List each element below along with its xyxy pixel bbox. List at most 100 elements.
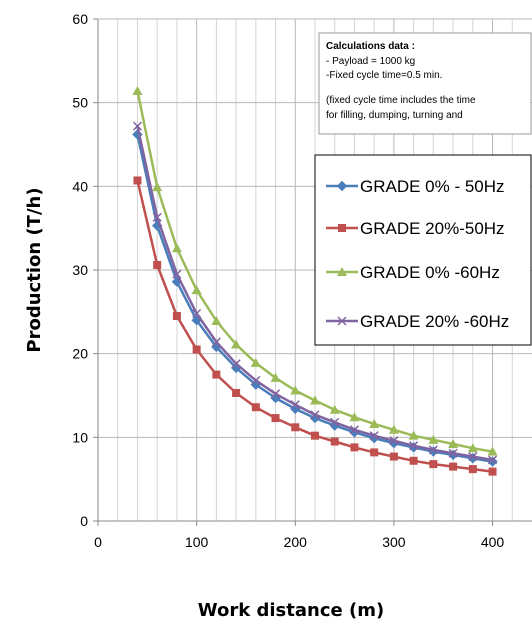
legend-item: GRADE 20%-50Hz [326,219,505,238]
square-marker [251,403,260,412]
notes-title: Calculations data : [326,41,415,52]
x-marker-stroke [330,417,340,427]
x-marker [337,316,347,326]
square-marker [172,312,181,321]
axes [93,18,532,526]
triangle-marker [349,412,360,422]
triangle-marker [337,267,347,276]
x-marker-stroke [488,455,498,465]
y-tick-label: 20 [72,346,88,362]
triangle-marker [310,395,320,405]
x-marker-stroke [211,337,221,347]
triangle-marker [270,372,281,382]
x-marker [330,417,340,427]
triangle-marker [487,446,498,456]
square-marker [192,345,201,354]
triangle-marker [290,385,301,395]
triangle-marker [211,316,222,326]
y-tick-label: 0 [80,513,88,529]
square-marker [338,224,346,232]
legend-item: GRADE 0% - 50Hz [326,177,505,196]
series-square [133,176,497,476]
legend-label: GRADE 0% -60Hz [360,263,500,282]
y-tick-label: 30 [72,262,88,278]
square-marker [449,462,458,471]
legend-item: GRADE 20% -60Hz [326,312,509,331]
x-tick-label: 0 [94,534,102,550]
square-marker [311,431,319,440]
x-marker [172,269,182,279]
x-marker [448,448,458,458]
y-tick-label: 50 [72,95,88,111]
triangle-marker [408,430,419,440]
square-marker [409,456,418,465]
square-marker [212,370,221,379]
x-marker-stroke [251,375,261,385]
x-marker [211,337,221,347]
legend: GRADE 0% - 50Hz GRADE 20%-50Hz GRADE 0% -6… [314,154,532,346]
notes-line: -Fixed cycle time=0.5 min. [326,70,442,81]
calculation-notes-box: Calculations data : - Payload = 1000 kg … [318,32,532,135]
square-marker [330,437,339,446]
tick-labels: 0 10 20 30 40 50 60 0 100 200 300 400 [72,11,504,550]
triangle-marker [231,339,242,349]
square-marker [133,176,142,185]
x-marker [152,212,162,222]
square-marker [370,448,379,457]
x-marker [369,431,379,441]
x-axis-title: Work distance (m) [198,600,384,621]
triangle-marker [329,404,340,414]
x-marker-stroke [231,359,241,369]
x-marker [192,308,202,319]
x-tick-label: 300 [382,534,406,550]
x-marker [290,400,300,410]
triangle-marker [191,285,202,295]
x-marker-stroke [310,410,320,420]
x-marker-stroke [290,400,300,410]
legend-label: GRADE 20% -60Hz [360,312,509,331]
square-marker [389,452,398,461]
y-tick-label: 40 [72,178,88,194]
x-tick-label: 200 [284,534,308,550]
x-marker [349,425,359,435]
x-marker [389,436,399,446]
legend-label: GRADE 0% - 50Hz [360,177,505,196]
triangle-marker [250,357,261,367]
x-marker-stroke [448,448,458,458]
triangle-marker [152,182,163,192]
square-marker [271,414,280,423]
square-marker [468,465,477,474]
triangle-marker [369,418,380,428]
series-lines [132,85,498,476]
x-marker [251,375,261,385]
square-marker [291,423,300,432]
x-marker [468,452,478,462]
x-marker-stroke [409,441,419,451]
y-axis-title: Production (T/h) [24,187,45,352]
x-marker-stroke [152,212,162,222]
square-marker [488,467,497,476]
legend-label: GRADE 20%-50Hz [360,219,505,238]
notes-line: - Payload = 1000 kg [326,56,415,67]
series-x [132,121,498,465]
x-marker [231,359,241,369]
square-marker [153,260,162,269]
triangle-marker [467,443,478,453]
series-triangle [132,85,498,456]
triangle-marker [171,243,182,253]
x-marker-stroke [369,431,379,441]
triangle-marker [428,434,439,444]
triangle-marker [388,424,399,434]
square-marker [232,388,241,397]
x-marker-stroke [428,445,438,455]
square-marker [350,443,359,452]
diamond-marker [336,180,348,192]
x-marker-stroke [337,316,347,326]
triangle-marker [448,439,459,449]
x-marker [409,441,419,451]
x-marker-stroke [389,436,399,446]
legend-item: GRADE 0% -60Hz [326,263,500,282]
notes-line: (fixed cycle time includes the time [326,95,476,106]
x-marker-stroke [349,425,359,435]
